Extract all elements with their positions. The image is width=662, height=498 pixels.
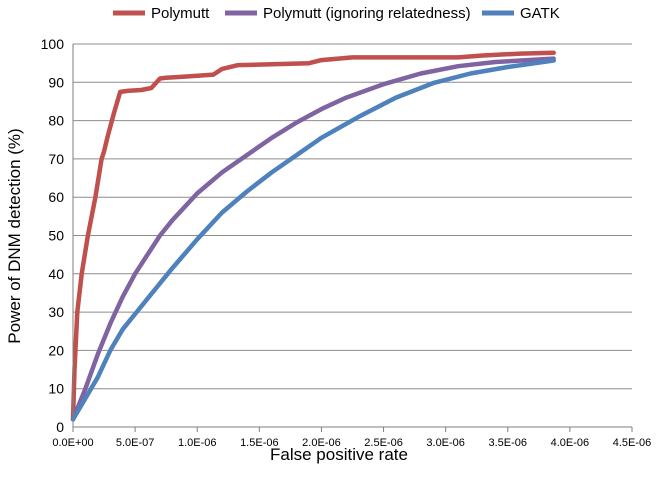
y-axis-label: Power of DNM detection (%) (5, 128, 24, 343)
y-tick-label: 60 (48, 189, 64, 205)
y-tick-label: 0 (56, 419, 64, 435)
y-tick-label: 10 (48, 381, 64, 397)
y-tick-label: 20 (48, 342, 64, 358)
x-tick-label: 0.0E+00 (52, 437, 93, 449)
legend: Polymutt Polymutt (ignoring relatedness) G… (113, 5, 560, 22)
legend-label: Polymutt (ignoring relatedness) (263, 5, 471, 22)
series-line-2 (70, 56, 556, 422)
y-tick-label: 80 (48, 113, 64, 129)
x-tick-label: 2.5E-06 (364, 437, 403, 449)
x-tick-label: 2.0E-06 (302, 437, 341, 449)
x-tick-label: 4.5E-06 (613, 437, 652, 449)
axes (72, 44, 633, 432)
legend-item: GATK (482, 5, 560, 22)
legend-item: Polymutt (113, 5, 210, 22)
y-tick-label: 50 (48, 228, 64, 244)
x-axis-label: False positive rate (270, 445, 408, 464)
y-tick-label: 90 (48, 74, 64, 90)
y-tick-label: 40 (48, 266, 64, 282)
series-lines (70, 50, 556, 422)
series-line-3 (70, 58, 556, 422)
x-tick-label: 3.5E-06 (489, 437, 528, 449)
x-tick-label: 1.5E-06 (240, 437, 279, 449)
y-tick-label: 30 (48, 304, 64, 320)
x-tick-label: 1.0E-06 (178, 437, 217, 449)
legend-item: Polymutt (ignoring relatedness) (225, 5, 471, 22)
y-tick-label: 100 (41, 36, 65, 52)
y-tick-labels: 0 10 20 30 40 50 60 70 80 90 100 (41, 36, 65, 435)
y-tick-label: 70 (48, 151, 64, 167)
legend-label: Polymutt (151, 5, 210, 22)
x-tick-labels: 0.0E+00 5.0E-07 1.0E-06 1.5E-06 2.0E-06 2.5E-… (52, 437, 651, 449)
gridlines (73, 43, 632, 390)
x-tick-label: 5.0E-07 (116, 437, 155, 449)
legend-label: GATK (520, 5, 560, 22)
series-line-1 (70, 50, 556, 422)
x-tick-label: 4.0E-06 (551, 437, 590, 449)
x-tick-label: 3.0E-06 (426, 437, 465, 449)
